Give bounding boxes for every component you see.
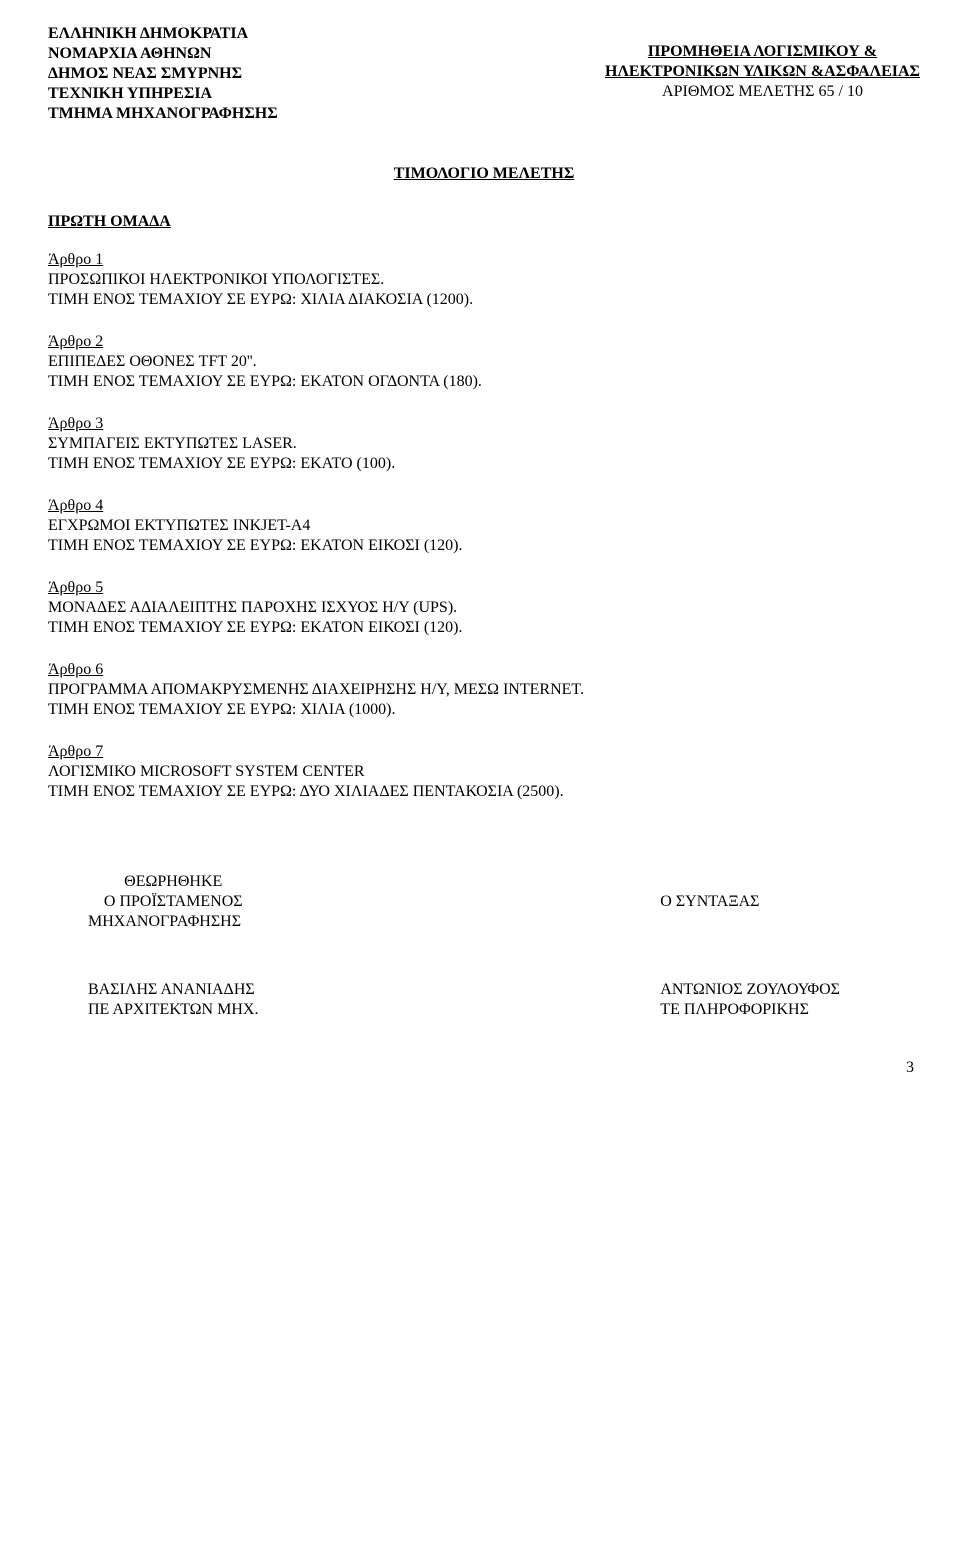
article-4: Άρθρο 4 ΕΓΧΡΩΜΟΙ ΕΚΤΥΠΩΤΕΣ INKJET-A4 ΤΙΜ… (48, 496, 920, 556)
article-1-label: Άρθρο 1 (48, 250, 920, 270)
sig-right-role: ΤΕ ΠΛΗΡΟΦΟΡΙΚΗΣ (660, 1000, 840, 1020)
article-4-line-2: ΤΙΜΗ ΕΝΟΣ ΤΕΜΑΧΙΟΥ ΣΕ ΕΥΡΩ: ΕΚΑΤΟΝ ΕΙΚΟΣ… (48, 536, 920, 556)
article-5-line-2: ΤΙΜΗ ΕΝΟΣ ΤΕΜΑΧΙΟΥ ΣΕ ΕΥΡΩ: ΕΚΑΤΟΝ ΕΙΚΟΣ… (48, 618, 920, 638)
article-2-line-1: ΕΠΙΠΕΔΕΣ ΟΘΟΝΕΣ TFT 20''. (48, 352, 920, 372)
article-3-label: Άρθρο 3 (48, 414, 920, 434)
article-1-line-1: ΠΡΟΣΩΠΙΚΟΙ ΗΛΕΚΤΡΟΝΙΚΟΙ ΥΠΟΛΟΓΙΣΤΕΣ. (48, 270, 920, 290)
sig-left-name: ΒΑΣΙΛΗΣ ΑΝΑΝΙΑΔΗΣ (88, 980, 258, 1000)
article-3: Άρθρο 3 ΣΥΜΠΑΓΕΙΣ ΕΚΤΥΠΩΤΕΣ LASER. ΤΙΜΗ … (48, 414, 920, 474)
article-2: Άρθρο 2 ΕΠΙΠΕΔΕΣ ΟΘΟΝΕΣ TFT 20''. ΤΙΜΗ Ε… (48, 332, 920, 392)
study-number: ΑΡΙΘΜΟΣ ΜΕΛΕΤΗΣ 65 / 10 (605, 82, 920, 102)
article-6: Άρθρο 6 ΠΡΟΓΡΑΜΜΑ ΑΠΟΜΑΚΡΥΣΜΕΝΗΣ ΔΙΑΧΕΙΡ… (48, 660, 920, 720)
article-4-label: Άρθρο 4 (48, 496, 920, 516)
article-3-line-2: ΤΙΜΗ ΕΝΟΣ ΤΕΜΑΧΙΟΥ ΣΕ ΕΥΡΩ: ΕΚΑΤΟ (100). (48, 454, 920, 474)
org-line-2: ΝΟΜΑΡΧΙΑ ΑΘΗΝΩΝ (48, 44, 278, 64)
article-5-label: Άρθρο 5 (48, 578, 920, 598)
page-header: ΕΛΛΗΝΙΚΗ ΔΗΜΟΚΡΑΤΙΑ ΝΟΜΑΡΧΙΑ ΑΘΗΝΩΝ ΔΗΜΟ… (48, 24, 920, 124)
sig-left-t2: Ο ΠΡΟΪΣΤΑΜΕΝΟΣ (88, 892, 258, 912)
article-7-line-2: ΤΙΜΗ ΕΝΟΣ ΤΕΜΑΧΙΟΥ ΣΕ ΕΥΡΩ: ΔΥΟ ΧΙΛΙΑΔΕΣ… (48, 782, 920, 802)
page-number: 3 (48, 1058, 920, 1078)
sig-left-role: ΠΕ ΑΡΧΙΤΕΚΤΩΝ ΜΗΧ. (88, 1000, 258, 1020)
article-2-label: Άρθρο 2 (48, 332, 920, 352)
sig-right-name: ΑΝΤΩΝΙΟΣ ΖΟΥΛΟΥΦΟΣ (660, 980, 840, 1000)
project-line-1: ΠΡΟΜΗΘΕΙΑ ΛΟΓΙΣΜΙΚΟΥ & (605, 42, 920, 62)
group-title: ΠΡΩΤΗ ΟΜΑΔΑ (48, 212, 920, 232)
article-6-line-2: ΤΙΜΗ ΕΝΟΣ ΤΕΜΑΧΙΟΥ ΣΕ ΕΥΡΩ: ΧΙΛΙΑ (1000)… (48, 700, 920, 720)
org-line-4: ΤΕΧΝΙΚΗ ΥΠΗΡΕΣΙΑ (48, 84, 278, 104)
article-2-line-2: ΤΙΜΗ ΕΝΟΣ ΤΕΜΑΧΙΟΥ ΣΕ ΕΥΡΩ: ΕΚΑΤΟΝ ΟΓΔΟΝ… (48, 372, 920, 392)
article-1-line-2: ΤΙΜΗ ΕΝΟΣ ΤΕΜΑΧΙΟΥ ΣΕ ΕΥΡΩ: ΧΙΛΙΑ ΔΙΑΚΟΣ… (48, 290, 920, 310)
header-right: ΠΡΟΜΗΘΕΙΑ ΛΟΓΙΣΜΙΚΟΥ & ΗΛΕΚΤΡΟΝΙΚΩΝ ΥΛΙΚ… (605, 24, 920, 102)
project-line-2: ΗΛΕΚΤΡΟΝΙΚΩΝ ΥΛΙΚΩΝ &ΑΣΦΑΛΕΙΑΣ (605, 62, 920, 82)
article-1: Άρθρο 1 ΠΡΟΣΩΠΙΚΟΙ ΗΛΕΚΤΡΟΝΙΚΟΙ ΥΠΟΛΟΓΙΣ… (48, 250, 920, 310)
org-line-5: ΤΜΗΜΑ ΜΗΧΑΝΟΓΡΑΦΗΣΗΣ (48, 104, 278, 124)
article-7-label: Άρθρο 7 (48, 742, 920, 762)
signatures-row: ΘΕΩΡΗΘΗΚΕ Ο ΠΡΟΪΣΤΑΜΕΝΟΣ ΜΗΧΑΝΟΓΡΑΦΗΣΗΣ … (48, 872, 920, 1020)
document-title: ΤΙΜΟΛΟΓΙΟ ΜΕΛΕΤΗΣ (48, 164, 920, 184)
signature-left: ΘΕΩΡΗΘΗΚΕ Ο ΠΡΟΪΣΤΑΜΕΝΟΣ ΜΗΧΑΝΟΓΡΑΦΗΣΗΣ … (88, 872, 258, 1020)
article-6-line-1: ΠΡΟΓΡΑΜΜΑ ΑΠΟΜΑΚΡΥΣΜΕΝΗΣ ΔΙΑΧΕΙΡΗΣΗΣ Η/Υ… (48, 680, 920, 700)
sig-left-t1: ΘΕΩΡΗΘΗΚΕ (88, 872, 258, 892)
article-7-line-1: ΛΟΓΙΣΜΙΚΟ MICROSOFT SYSTEM CENTER (48, 762, 920, 782)
article-3-line-1: ΣΥΜΠΑΓΕΙΣ ΕΚΤΥΠΩΤΕΣ LASER. (48, 434, 920, 454)
org-line-1: ΕΛΛΗΝΙΚΗ ΔΗΜΟΚΡΑΤΙΑ (48, 24, 278, 44)
signature-right: Ο ΣΥΝΤΑΞΑΣ ΑΝΤΩΝΙΟΣ ΖΟΥΛΟΥΦΟΣ ΤΕ ΠΛΗΡΟΦΟ… (660, 872, 900, 1020)
article-4-line-1: ΕΓΧΡΩΜΟΙ ΕΚΤΥΠΩΤΕΣ INKJET-A4 (48, 516, 920, 536)
header-left: ΕΛΛΗΝΙΚΗ ΔΗΜΟΚΡΑΤΙΑ ΝΟΜΑΡΧΙΑ ΑΘΗΝΩΝ ΔΗΜΟ… (48, 24, 278, 124)
sig-right-t1: Ο ΣΥΝΤΑΞΑΣ (660, 892, 840, 912)
article-5-line-1: ΜΟΝΑΔΕΣ ΑΔΙΑΛΕΙΠΤΗΣ ΠΑΡΟΧΗΣ ΙΣΧΥΟΣ Η/Υ (… (48, 598, 920, 618)
article-6-label: Άρθρο 6 (48, 660, 920, 680)
article-7: Άρθρο 7 ΛΟΓΙΣΜΙΚΟ MICROSOFT SYSTEM CENTE… (48, 742, 920, 802)
article-5: Άρθρο 5 ΜΟΝΑΔΕΣ ΑΔΙΑΛΕΙΠΤΗΣ ΠΑΡΟΧΗΣ ΙΣΧΥ… (48, 578, 920, 638)
org-line-3: ΔΗΜΟΣ ΝΕΑΣ ΣΜΥΡΝΗΣ (48, 64, 278, 84)
sig-left-t3: ΜΗΧΑΝΟΓΡΑΦΗΣΗΣ (88, 912, 258, 932)
